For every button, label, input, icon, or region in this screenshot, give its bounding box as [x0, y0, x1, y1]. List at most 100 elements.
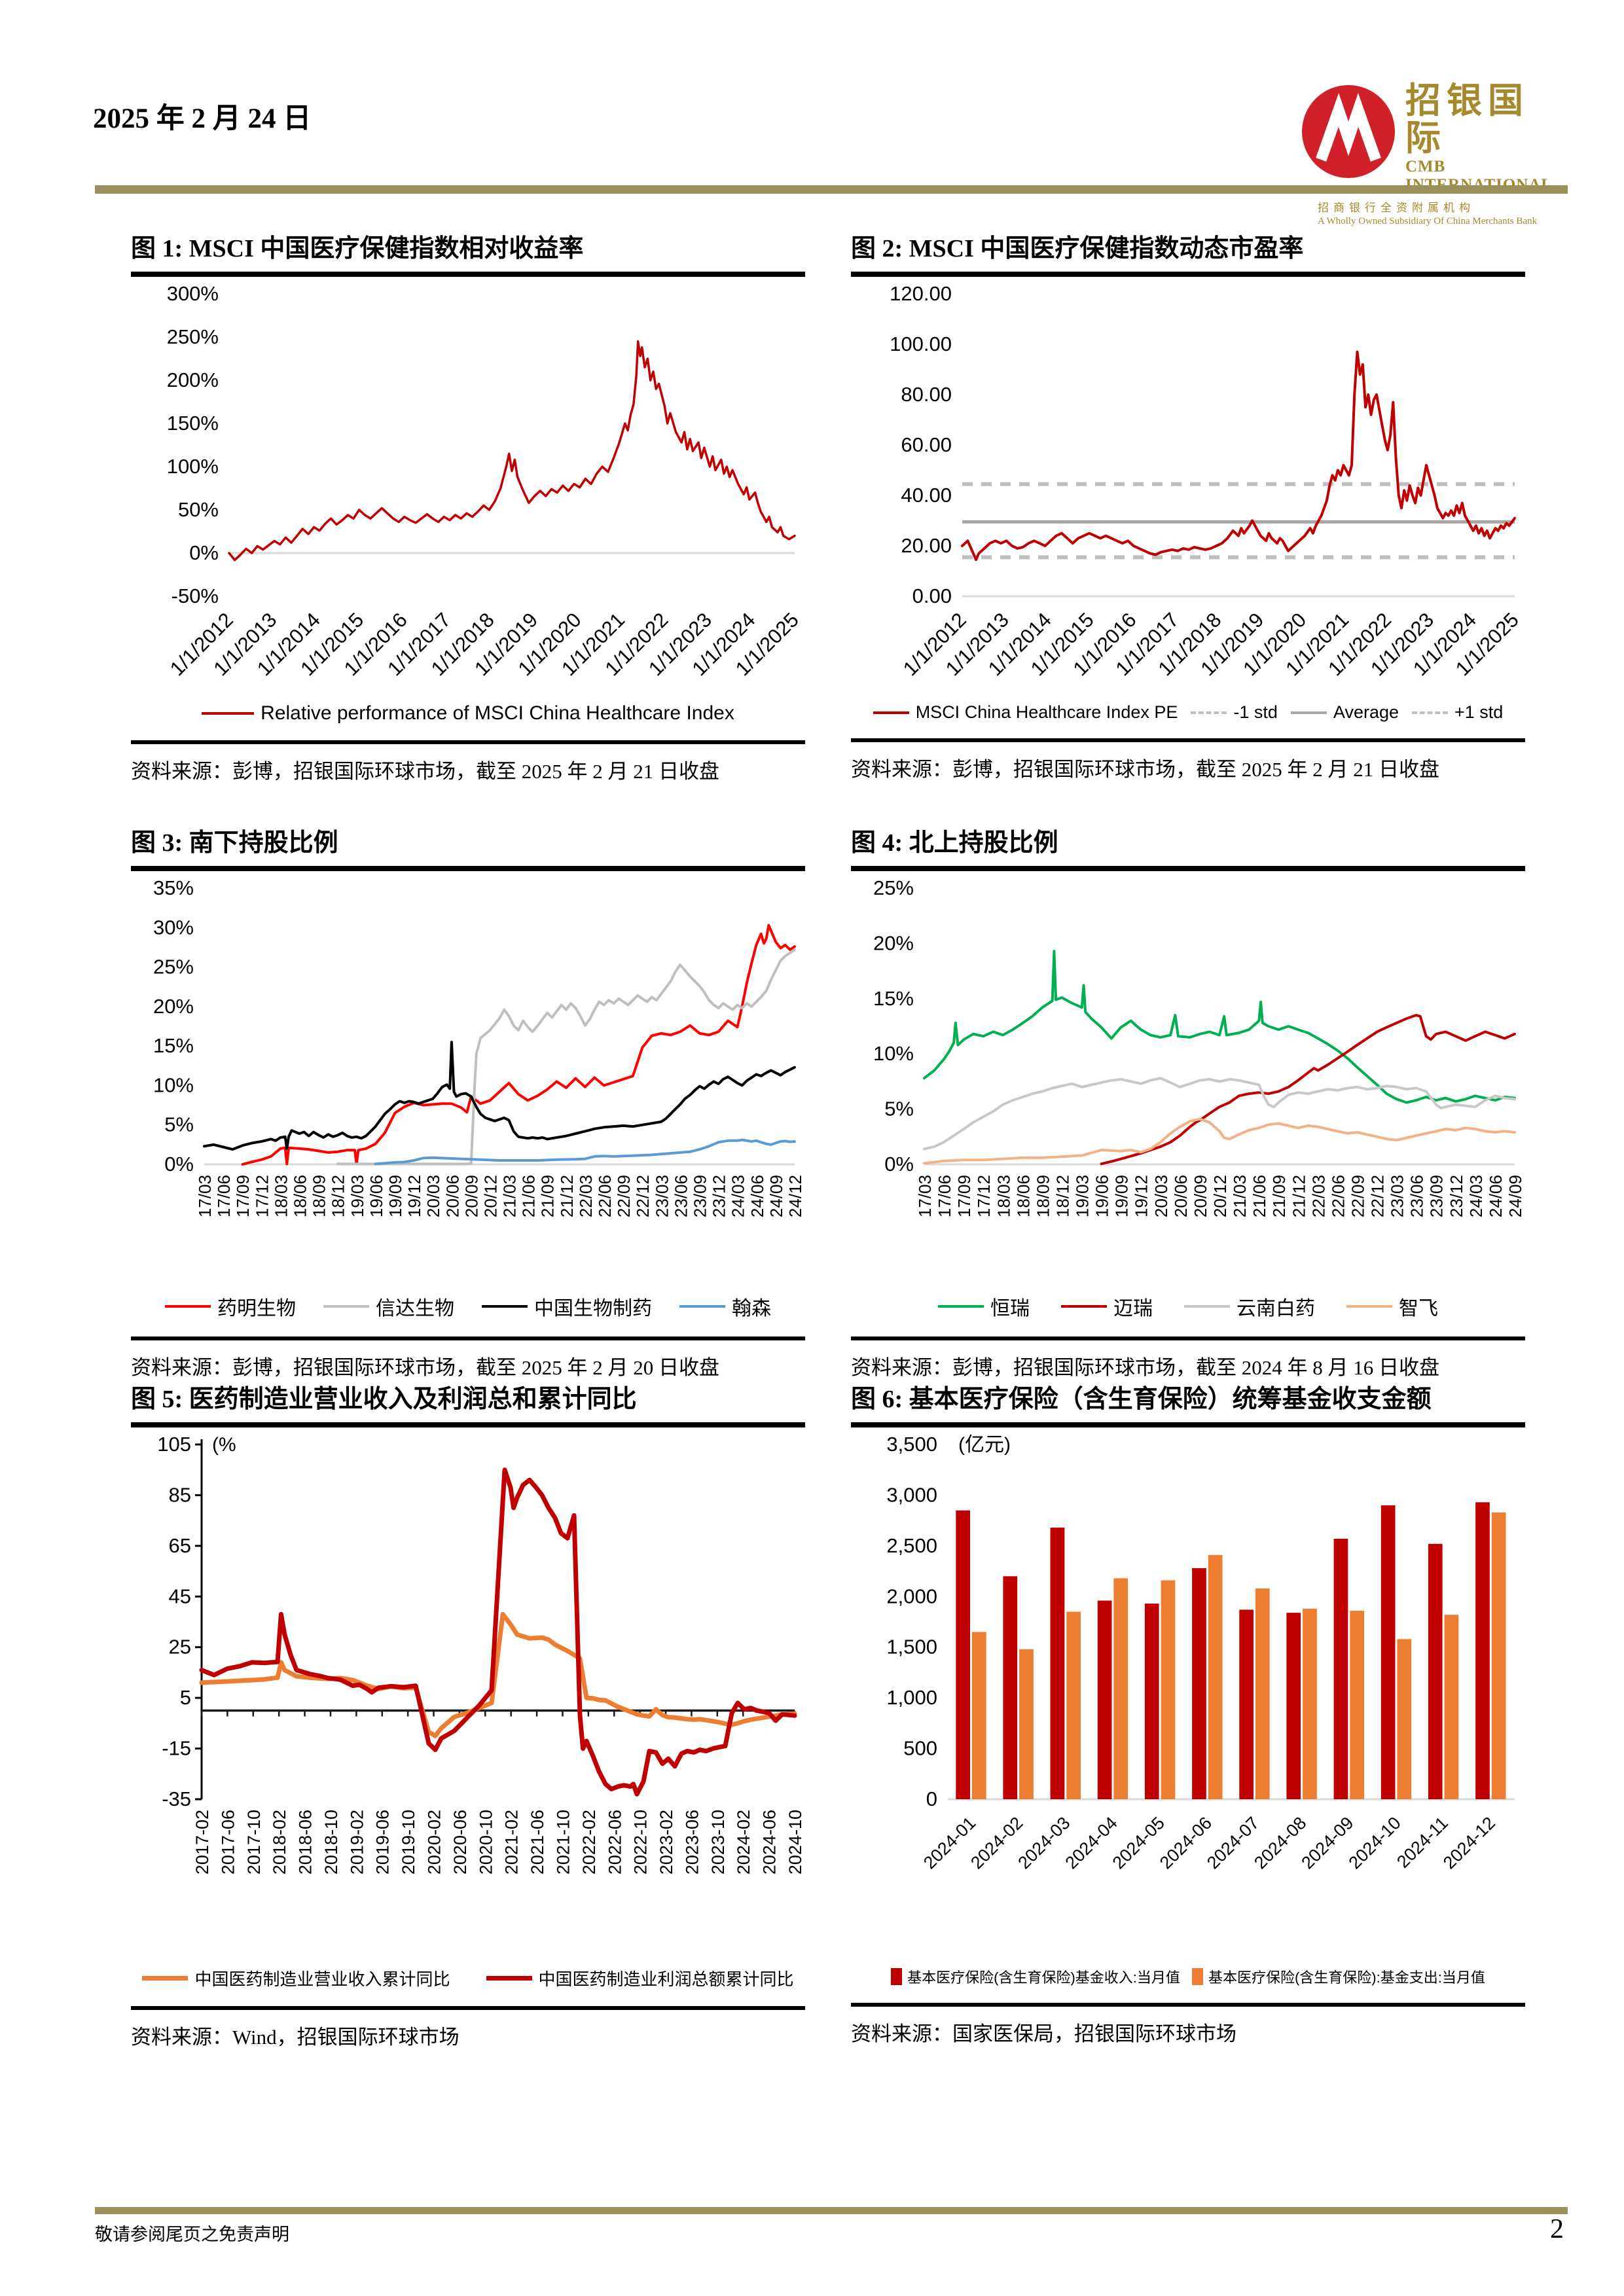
svg-text:0.00: 0.00	[912, 584, 952, 607]
svg-text:19/09: 19/09	[386, 1175, 405, 1217]
legend-label: 中国医药制造业营业收入累计同比	[194, 1969, 450, 1989]
cmb-international-logo: 招银国际 CMB INTERNATIONAL 招商银行全资附属机构 A Whol…	[1299, 82, 1568, 227]
svg-text:22/03: 22/03	[1308, 1175, 1328, 1217]
source-divider	[131, 2006, 805, 2010]
svg-text:23/09: 23/09	[691, 1175, 710, 1217]
legend-item: +1 std	[1412, 702, 1503, 723]
legend-line-swatch	[938, 1305, 984, 1308]
svg-text:17/03: 17/03	[195, 1175, 215, 1217]
svg-text:20/12: 20/12	[480, 1175, 500, 1217]
svg-text:17/09: 17/09	[233, 1175, 253, 1217]
chart-block-2: 图 2: MSCI 中国医疗保健指数动态市盈率 120.00 100.00 80.0…	[851, 228, 1525, 782]
svg-text:2024-09: 2024-09	[1297, 1813, 1357, 1873]
legend-label: Relative performance of MSCI China Healt…	[261, 702, 734, 724]
svg-text:23/12: 23/12	[710, 1175, 729, 1217]
chart-block-6: 图 6: 基本医疗保险（含生育保险）统筹基金收支金额 3,500 3,000 2,5…	[851, 1378, 1525, 2047]
svg-text:20/06: 20/06	[1171, 1175, 1191, 1217]
svg-text:18/03: 18/03	[994, 1175, 1013, 1217]
legend-item: 基本医疗保险(含生育保险):基金支出:当月值	[1191, 1966, 1485, 1987]
svg-text:65: 65	[169, 1534, 191, 1557]
svg-text:120.00: 120.00	[890, 282, 952, 305]
title-divider	[131, 1422, 805, 1427]
svg-text:22/09: 22/09	[614, 1175, 634, 1217]
legend-item: 云南白药	[1184, 1292, 1315, 1321]
legend-square-swatch	[891, 1968, 903, 1985]
legend-label: 信达生物	[376, 1298, 454, 1319]
svg-text:-50%: -50%	[171, 584, 219, 607]
svg-text:2024-10: 2024-10	[1345, 1813, 1405, 1873]
legend-item: -1 std	[1191, 702, 1278, 723]
svg-text:100%: 100%	[167, 455, 219, 478]
svg-text:19/03: 19/03	[1073, 1175, 1092, 1217]
legend-line-swatch	[482, 1305, 528, 1308]
legend-label: 迈瑞	[1113, 1298, 1153, 1319]
legend-label: 恒瑞	[990, 1298, 1030, 1319]
svg-text:300%: 300%	[167, 282, 219, 305]
svg-text:20.00: 20.00	[901, 534, 952, 557]
svg-text:2022-06: 2022-06	[605, 1810, 624, 1874]
svg-text:2022-02: 2022-02	[579, 1810, 599, 1874]
svg-text:18/03: 18/03	[271, 1175, 291, 1217]
svg-text:17/06: 17/06	[935, 1175, 954, 1217]
chart-figure-northbound-holdings: 25% 20% 15% 10% 5% 0% 17/03 17/06 17/09 17/12 18/0…	[851, 876, 1525, 1272]
svg-text:18/12: 18/12	[329, 1175, 348, 1217]
svg-text:20/03: 20/03	[1151, 1175, 1171, 1217]
legend-label: 药明生物	[217, 1298, 296, 1319]
page-number: 2	[1550, 2214, 1564, 2244]
svg-text:-15: -15	[162, 1737, 191, 1760]
svg-text:2017-02: 2017-02	[192, 1810, 212, 1874]
svg-text:22/12: 22/12	[633, 1175, 653, 1217]
svg-text:22/06: 22/06	[595, 1175, 615, 1217]
svg-text:24/09: 24/09	[767, 1175, 786, 1217]
svg-text:24/03: 24/03	[729, 1175, 748, 1217]
title-divider	[851, 866, 1525, 871]
legend-item: 迈瑞	[1061, 1292, 1153, 1321]
legend-item: 翰森	[679, 1292, 771, 1321]
chart-block-3: 图 3: 南下持股比例 35% 30% 25% 20% 15% 10% 5% 0% 17/03 1…	[131, 822, 805, 1380]
svg-text:20/03: 20/03	[424, 1175, 443, 1217]
svg-text:1,000: 1,000	[886, 1686, 937, 1709]
svg-text:3,500: 3,500	[886, 1433, 937, 1456]
source-divider	[851, 2003, 1525, 2007]
legend-item: 中国生物制药	[482, 1292, 652, 1321]
legend-line-swatch	[202, 712, 255, 715]
title-divider	[131, 272, 805, 277]
chart-figure-pe-ratio: 120.00 100.00 80.00 60.00 40.00 20.00 0.00 1/1/…	[851, 282, 1525, 694]
svg-text:23/06: 23/06	[671, 1175, 691, 1217]
svg-text:15%: 15%	[153, 1034, 194, 1057]
legend-item: 中国医药制造业利润总额累计同比	[486, 1966, 794, 1990]
svg-text:2024-01: 2024-01	[920, 1813, 979, 1873]
svg-text:0%: 0%	[884, 1153, 914, 1175]
chart-legend: 药明生物 信达生物 中国生物制药 翰森	[131, 1292, 805, 1321]
title-divider	[131, 866, 805, 871]
chart-block-4: 图 4: 北上持股比例 25% 20% 15% 10% 5% 0% 17/03 17/06 17…	[851, 822, 1525, 1380]
legend-item: 基本医疗保险(含生育保险)基金收入:当月值	[891, 1966, 1180, 1987]
logo-tagline-cn: 招商银行全资附属机构	[1318, 202, 1475, 215]
legend-label: 基本医疗保险(含生育保险):基金支出:当月值	[1208, 1969, 1485, 1986]
svg-text:19/03: 19/03	[348, 1175, 367, 1217]
svg-text:21/12: 21/12	[1289, 1175, 1308, 1217]
svg-text:18/06: 18/06	[1013, 1175, 1033, 1217]
svg-text:2023-06: 2023-06	[682, 1810, 702, 1874]
svg-text:20/12: 20/12	[1210, 1175, 1230, 1217]
svg-text:19/09: 19/09	[1112, 1175, 1132, 1217]
svg-text:20/06: 20/06	[442, 1175, 462, 1217]
svg-text:2024-08: 2024-08	[1250, 1813, 1310, 1873]
svg-text:23/06: 23/06	[1407, 1175, 1427, 1217]
svg-text:22/12: 22/12	[1368, 1175, 1388, 1217]
chart-title: 图 1: MSCI 中国医疗保健指数相对收益率	[131, 235, 584, 262]
svg-text:19/12: 19/12	[405, 1175, 424, 1217]
svg-text:60.00: 60.00	[901, 433, 952, 456]
legend-line-swatch	[1290, 711, 1327, 714]
svg-text:2024-04: 2024-04	[1062, 1813, 1121, 1873]
legend-item: 中国医药制造业营业收入累计同比	[142, 1966, 450, 1990]
svg-text:2024-12: 2024-12	[1439, 1813, 1499, 1873]
chart-legend: 中国医药制造业营业收入累计同比 中国医药制造业利润总额累计同比	[131, 1966, 805, 1990]
svg-text:10%: 10%	[153, 1073, 194, 1096]
chart-source: 资料来源：Wind，招银国际环球市场	[131, 2026, 460, 2049]
svg-text:23/12: 23/12	[1447, 1175, 1466, 1217]
legend-label: +1 std	[1454, 702, 1504, 722]
chart-title: 图 6: 基本医疗保险（含生育保险）统筹基金收支金额	[851, 1386, 1432, 1413]
svg-text:3,000: 3,000	[886, 1483, 937, 1506]
